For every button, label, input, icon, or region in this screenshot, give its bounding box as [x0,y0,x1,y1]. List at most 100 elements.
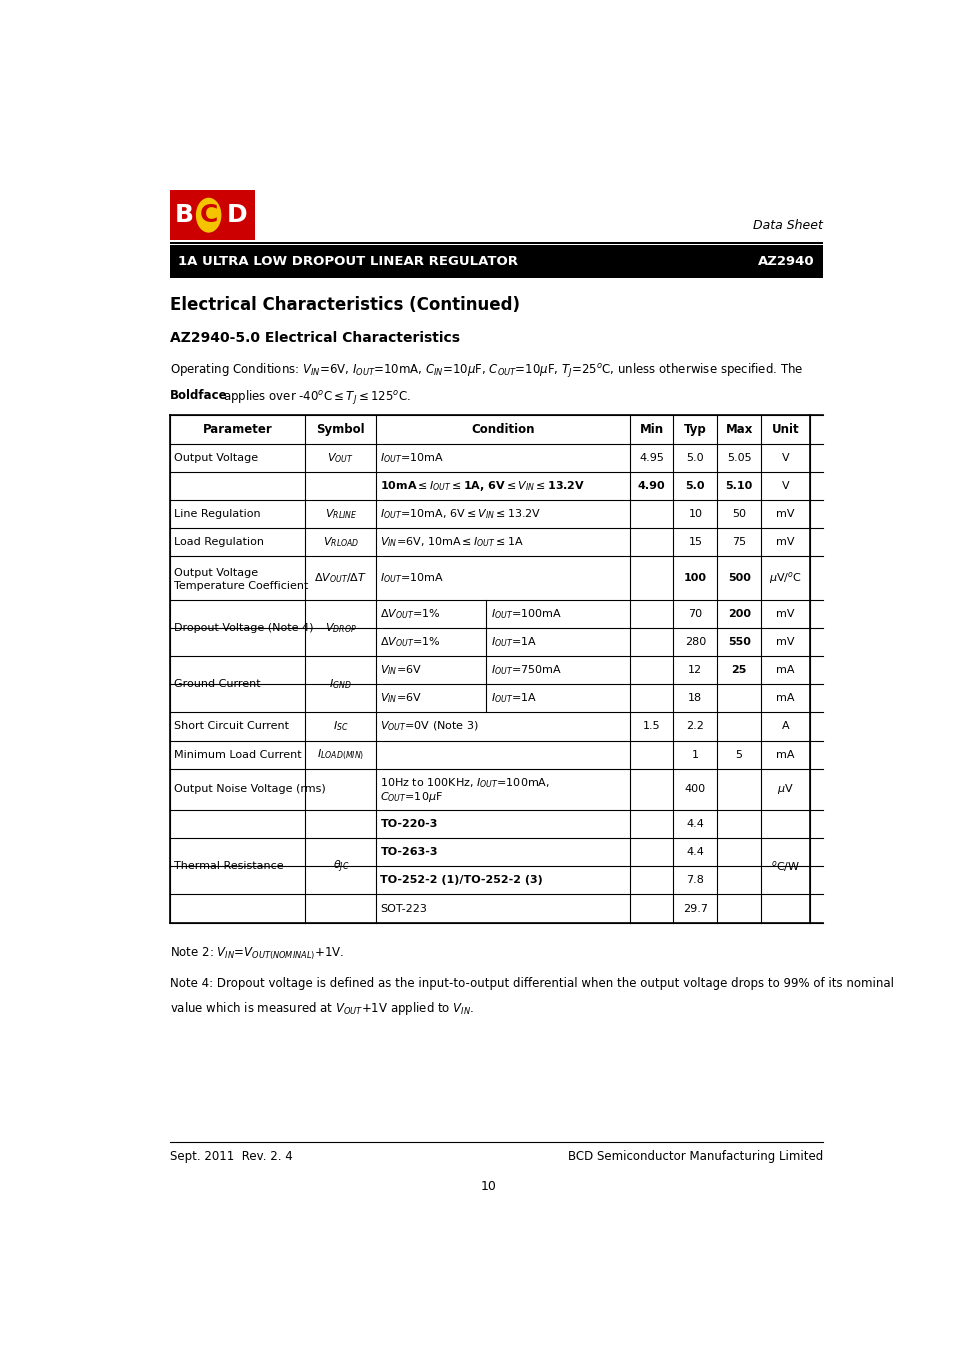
Text: $I_{OUT}$=10mA: $I_{OUT}$=10mA [380,451,444,465]
Text: 5.0: 5.0 [685,481,704,492]
Text: $\Delta V_{OUT}$=1%: $\Delta V_{OUT}$=1% [380,607,440,621]
Text: 10mA$\leq$$I_{OUT}$$\leq$1A, 6V$\leq$$V_{IN}$$\leq$13.2V: 10mA$\leq$$I_{OUT}$$\leq$1A, 6V$\leq$$V_… [380,480,585,493]
Text: Data Sheet: Data Sheet [753,219,822,231]
Text: Boldface: Boldface [170,389,227,401]
Text: 1.5: 1.5 [642,721,659,731]
Text: Typ: Typ [683,423,706,436]
Text: Output Voltage: Output Voltage [173,453,258,463]
Text: $V_{OUT}$: $V_{OUT}$ [327,451,354,465]
Text: 4.4: 4.4 [685,819,703,830]
Text: 4.4: 4.4 [685,847,703,858]
Text: Electrical Characteristics (Continued): Electrical Characteristics (Continued) [170,296,519,315]
Text: $V_{DROP}$: $V_{DROP}$ [325,621,356,635]
Text: TO-252-2 (1)/TO-252-2 (3): TO-252-2 (1)/TO-252-2 (3) [380,875,542,885]
Text: mA: mA [776,665,794,676]
Ellipse shape [195,197,221,232]
Text: 1: 1 [691,750,699,759]
Text: $\Delta V_{OUT}/\Delta T$: $\Delta V_{OUT}/\Delta T$ [314,571,367,585]
Text: 4.95: 4.95 [639,453,663,463]
Text: $C_{OUT}$=10$\mu$F: $C_{OUT}$=10$\mu$F [380,790,443,804]
Text: $I_{OUT}$=10mA, 6V$\leq$$V_{IN}$$\leq$13.2V: $I_{OUT}$=10mA, 6V$\leq$$V_{IN}$$\leq$13… [380,508,540,521]
Text: mA: mA [776,750,794,759]
Text: 10Hz to 100KHz, $I_{OUT}$=100mA,: 10Hz to 100KHz, $I_{OUT}$=100mA, [380,777,550,790]
Text: TO-220-3: TO-220-3 [380,819,437,830]
Text: $V_{RLINE}$: $V_{RLINE}$ [324,508,356,521]
Text: AZ2940-5.0 Electrical Characteristics: AZ2940-5.0 Electrical Characteristics [170,331,459,345]
Text: 400: 400 [684,785,705,794]
Text: Temperature Coefficient: Temperature Coefficient [173,581,308,590]
Text: Short Circuit Current: Short Circuit Current [173,721,289,731]
Text: $I_{OUT}$=1A: $I_{OUT}$=1A [490,635,537,648]
Text: 29.7: 29.7 [682,904,707,913]
Text: Unit: Unit [771,423,799,436]
Text: $V_{OUT}$=0V (Note 3): $V_{OUT}$=0V (Note 3) [380,720,478,734]
Text: $V_{IN}$=6V: $V_{IN}$=6V [380,663,422,677]
Text: Output Voltage: Output Voltage [173,567,258,578]
Text: 100: 100 [683,573,706,584]
Text: $V_{RLOAD}$: $V_{RLOAD}$ [322,535,358,550]
Text: A: A [781,721,788,731]
Text: $V_{IN}$=6V: $V_{IN}$=6V [380,692,422,705]
Text: SOT-223: SOT-223 [380,904,427,913]
Text: $\mu$V: $\mu$V [777,782,793,796]
Text: 5: 5 [735,750,741,759]
Text: $I_{GND}$: $I_{GND}$ [329,677,352,692]
Text: V: V [781,481,788,492]
Bar [170,242,822,245]
Text: BCD Semiconductor Manufacturing Limited: BCD Semiconductor Manufacturing Limited [567,1151,822,1163]
Bar [170,190,254,240]
Text: Max: Max [724,423,752,436]
Text: 18: 18 [687,693,701,704]
Text: mV: mV [776,609,794,619]
Text: Min: Min [639,423,663,436]
Text: 4.90: 4.90 [637,481,664,492]
Text: C: C [199,203,217,227]
Text: $I_{OUT}$=750mA: $I_{OUT}$=750mA [490,663,561,677]
Text: 550: 550 [727,638,750,647]
Text: mV: mV [776,538,794,547]
Text: Ground Current: Ground Current [173,680,260,689]
Text: 280: 280 [684,638,705,647]
Text: $\mu$V/$^o$C: $\mu$V/$^o$C [768,570,801,586]
Text: $\Delta V_{OUT}$=1%: $\Delta V_{OUT}$=1% [380,635,440,648]
Text: Output Noise Voltage (rms): Output Noise Voltage (rms) [173,785,325,794]
Text: $^o$C/W: $^o$C/W [770,859,800,874]
Text: 7.8: 7.8 [685,875,703,885]
Text: Dropout Voltage (Note 4): Dropout Voltage (Note 4) [173,623,314,634]
Text: B: B [174,203,193,227]
Text: Note 2: $V_{IN}$=$V_{OUT(NOMINAL)}$+1V.: Note 2: $V_{IN}$=$V_{OUT(NOMINAL)}$+1V. [170,946,343,962]
Text: $\theta_{JC}$: $\theta_{JC}$ [333,858,349,874]
Text: Parameter: Parameter [202,423,273,436]
Text: mV: mV [776,509,794,519]
Text: 25: 25 [731,665,746,676]
Text: $I_{OUT}$=10mA: $I_{OUT}$=10mA [380,571,444,585]
Text: 2.2: 2.2 [685,721,703,731]
Text: 1A ULTRA LOW DROPOUT LINEAR REGULATOR: 1A ULTRA LOW DROPOUT LINEAR REGULATOR [178,255,517,267]
Text: 50: 50 [731,509,745,519]
Text: 10: 10 [480,1179,497,1193]
Text: D: D [227,203,248,227]
Text: Sept. 2011  Rev. 2. 4: Sept. 2011 Rev. 2. 4 [170,1151,292,1163]
Text: Thermal Resistance: Thermal Resistance [173,862,283,871]
Text: Line Regulation: Line Regulation [173,509,260,519]
Text: Condition: Condition [471,423,534,436]
Text: Note 4: Dropout voltage is defined as the input-to-output differential when the : Note 4: Dropout voltage is defined as th… [170,977,893,990]
Text: 5.10: 5.10 [724,481,752,492]
Text: Minimum Load Current: Minimum Load Current [173,750,301,759]
Text: 10: 10 [688,509,701,519]
Text: applies over -40$^o$C$\leq$$T_J$$\leq$125$^o$C.: applies over -40$^o$C$\leq$$T_J$$\leq$12… [222,389,411,407]
Text: 200: 200 [727,609,750,619]
Text: V: V [781,453,788,463]
Text: Symbol: Symbol [316,423,365,436]
Text: $I_{LOAD(MIN)}$: $I_{LOAD(MIN)}$ [316,747,364,762]
Text: 75: 75 [731,538,745,547]
Text: $I_{OUT}$=1A: $I_{OUT}$=1A [490,692,537,705]
Text: 5.05: 5.05 [726,453,751,463]
Text: $I_{SC}$: $I_{SC}$ [333,720,348,734]
Text: 70: 70 [687,609,701,619]
Text: $I_{OUT}$=100mA: $I_{OUT}$=100mA [490,607,561,621]
Text: 5.0: 5.0 [686,453,703,463]
Text: 12: 12 [687,665,701,676]
Text: 500: 500 [727,573,750,584]
Text: AZ2940: AZ2940 [757,255,813,267]
